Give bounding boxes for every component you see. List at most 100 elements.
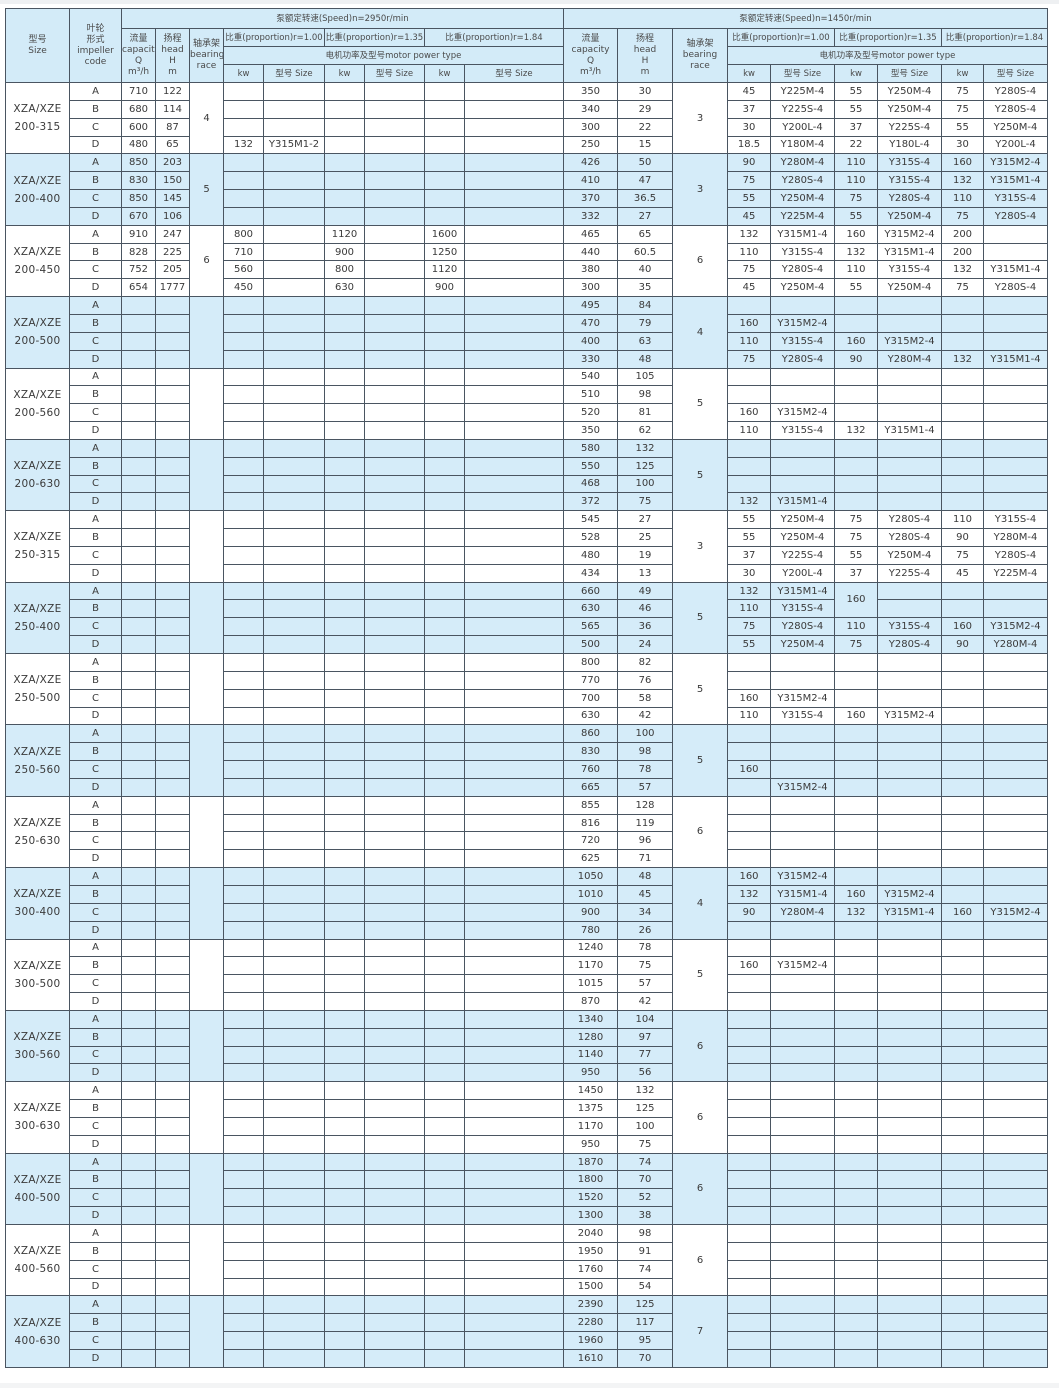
header-bearing-race: 轴承架 bearing race [672, 28, 728, 83]
impeller-code: C [69, 474, 122, 494]
head-1450: 40 [617, 260, 673, 280]
head-2950 [155, 313, 190, 333]
motor-model-1450 [770, 1295, 835, 1315]
motor-model-2950 [364, 403, 425, 423]
capacity-1450: 565 [563, 617, 618, 637]
motor-model-1450 [877, 1313, 942, 1333]
motor-kw-1450 [941, 884, 984, 904]
impeller-code: D [69, 992, 122, 1011]
motor-model-2950 [364, 242, 425, 262]
capacity-2950 [121, 1295, 156, 1315]
head-1450: 125 [617, 456, 673, 476]
table-row: C 1170 100 [6, 1116, 1048, 1136]
motor-model-2950 [364, 831, 425, 851]
motor-model-2950 [464, 189, 564, 208]
motor-model-2950 [464, 1259, 564, 1279]
motor-model-2950 [364, 1277, 425, 1297]
pump-model: XZA/XZE [13, 1031, 62, 1044]
impeller-code: C [69, 1045, 122, 1065]
pump-model: XZA/XZE [13, 1316, 62, 1329]
motor-kw-1450 [727, 1188, 771, 1208]
motor-model-2950 [464, 421, 564, 440]
motor-kw-2950 [424, 777, 465, 797]
motor-kw-1450 [834, 1116, 878, 1136]
motor-model-2950 [464, 1295, 564, 1315]
motor-model-2950 [464, 82, 564, 101]
motor-kw-2950: 710 [223, 242, 264, 262]
motor-model-1450: Y315M2-4 [983, 902, 1048, 922]
impeller-code: B [69, 1099, 122, 1118]
motor-model-2950 [464, 260, 564, 280]
motor-model-1450 [770, 1277, 835, 1297]
motor-kw-2950 [223, 688, 264, 708]
motor-model-1450 [983, 813, 1048, 833]
motor-model-1450 [770, 974, 835, 994]
capacity-2950 [121, 867, 156, 886]
motor-model-2950 [263, 421, 325, 440]
motor-kw-1450 [727, 938, 771, 958]
table-row: XZA/XZE 200-315 A 710 122 4 350 30 3 45 Y225M-4 55 Y… [5, 81, 1048, 155]
motor-model-1450 [770, 992, 835, 1011]
head-2950: 145 [155, 189, 190, 208]
motor-model-1450 [877, 1206, 942, 1225]
motor-model-1450 [983, 1099, 1048, 1118]
motor-model-1450: Y315M1-4 [983, 349, 1048, 369]
motor-kw-1450 [727, 653, 771, 672]
head-1450: 15 [617, 135, 673, 155]
bottom-edge [0, 1383, 1059, 1388]
motor-model-1450 [877, 1259, 942, 1279]
motor-model-2950 [364, 296, 425, 315]
bearing-race-1450: 6 [672, 1081, 728, 1154]
motor-kw-2950 [223, 385, 264, 405]
head-2950 [155, 706, 190, 726]
pump-size: XZA/XZE 250-560 [5, 724, 70, 797]
capacity-1450: 1760 [563, 1259, 618, 1279]
capacity-2950 [121, 1009, 156, 1029]
motor-kw-1450 [941, 724, 984, 744]
motor-kw-1450 [834, 1134, 878, 1154]
motor-kw-1450 [941, 867, 984, 886]
motor-kw-2950 [424, 1313, 465, 1333]
motor-kw-2950 [324, 884, 365, 904]
motor-kw-1450 [834, 742, 878, 762]
pump-size-number: 250-315 [14, 549, 61, 562]
motor-model-1450 [983, 777, 1048, 797]
motor-model-1450: Y315M2-4 [983, 617, 1048, 637]
motor-model-2950 [364, 1152, 425, 1172]
motor-kw-2950 [424, 438, 465, 458]
table-row: B 828 225 710 900 1250 440 60.5 110 Y315S-4 132 Y31… [6, 242, 1048, 262]
motor-kw-2950 [223, 99, 264, 119]
capacity-1450: 1240 [563, 938, 618, 958]
motor-kw-1450 [727, 813, 771, 833]
motor-model-1450 [983, 884, 1048, 904]
motor-model-1450: Y250M-4 [983, 117, 1048, 137]
pump-performance-table: 型号 Size 叶轮 形式 impeller code 泵额定转速(Speed)n=29… [5, 8, 1048, 1368]
motor-kw-2950 [324, 421, 365, 440]
capacity-2950 [121, 1170, 156, 1190]
motor-model-1450 [770, 1099, 835, 1118]
capacity-2950 [121, 1348, 156, 1368]
motor-kw-2950 [223, 421, 264, 440]
motor-model-2950 [364, 1241, 425, 1261]
head-2950 [155, 331, 190, 351]
motor-model-2950 [464, 742, 564, 762]
capacity-2950 [121, 1331, 156, 1350]
motor-kw-2950 [223, 1009, 264, 1029]
capacity-2950: 830 [121, 171, 156, 191]
motor-kw-1450 [834, 1206, 878, 1225]
head-2950 [155, 1045, 190, 1065]
motor-model-2950 [364, 528, 425, 547]
motor-kw-2950 [324, 1241, 365, 1261]
motor-model-2950 [464, 1331, 564, 1350]
motor-model-1450 [983, 938, 1048, 958]
head-1450: 24 [617, 635, 673, 654]
motor-kw-1450 [727, 1152, 771, 1172]
motor-model-1450 [770, 1081, 835, 1101]
motor-kw-1450: 110 [727, 706, 771, 726]
capacity-2950 [121, 349, 156, 369]
motor-kw-2950 [424, 1099, 465, 1118]
head-1450: 48 [617, 349, 673, 369]
head-2950 [155, 724, 190, 744]
motor-model-2950 [263, 206, 325, 226]
capacity-1450: 1170 [563, 1116, 618, 1136]
